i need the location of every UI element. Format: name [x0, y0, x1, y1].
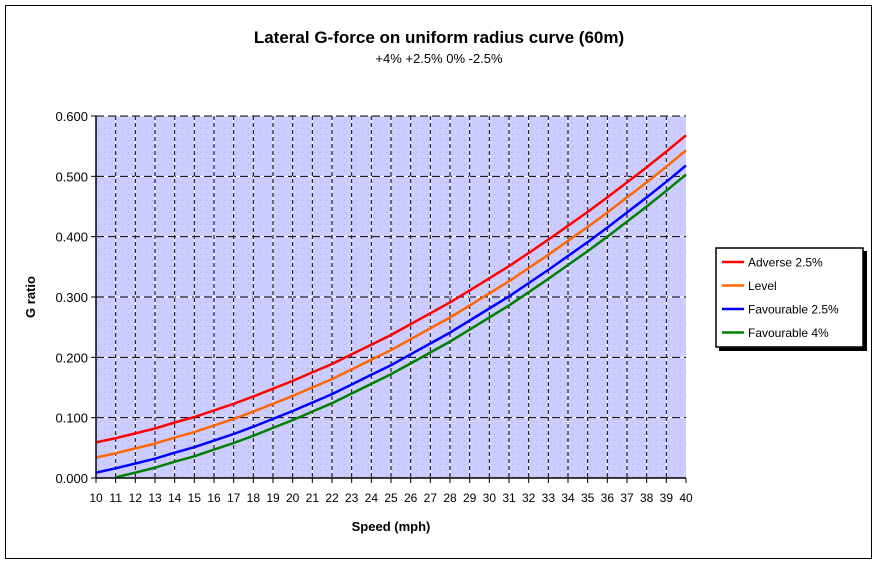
chart-subtitle: +4% +2.5% 0% -2.5%	[375, 51, 503, 66]
x-tick-label: 34	[561, 491, 575, 505]
x-tick-label: 40	[679, 491, 693, 505]
x-tick-label: 12	[129, 491, 143, 505]
x-tick-label: 39	[660, 491, 674, 505]
legend-label: Favourable 2.5%	[748, 303, 839, 317]
x-tick-label: 28	[443, 491, 457, 505]
legend-label: Adverse 2.5%	[748, 256, 823, 270]
x-tick-label: 31	[502, 491, 516, 505]
x-tick-label: 19	[266, 491, 280, 505]
x-tick-label: 38	[640, 491, 654, 505]
x-tick-label: 21	[306, 491, 320, 505]
series-line-2	[95, 164, 687, 474]
x-tick-label: 22	[325, 491, 339, 505]
x-tick-label: 20	[286, 491, 300, 505]
x-tick-label: 18	[247, 491, 261, 505]
y-tick-label: 0.000	[55, 471, 88, 486]
legend: Adverse 2.5% Level Favourable 2.5% Favourab…	[715, 247, 867, 351]
x-axis-label: Speed (mph)	[352, 519, 431, 534]
x-tick-label: 10	[89, 491, 103, 505]
y-tick-label: 0.500	[55, 169, 88, 184]
x-tick-label: 24	[365, 491, 379, 505]
y-axis-label: G ratio	[23, 276, 38, 318]
x-tick-label: 30	[483, 491, 497, 505]
x-tick-label: 15	[188, 491, 202, 505]
y-tick-label: 0.300	[55, 290, 88, 305]
x-tick-label: 23	[345, 491, 359, 505]
x-tick-label: 16	[207, 491, 221, 505]
legend-label: Favourable 4%	[748, 326, 829, 340]
x-tick-label: 13	[148, 491, 162, 505]
x-tick-label: 17	[227, 491, 241, 505]
x-tick-label: 32	[522, 491, 536, 505]
x-tick-label: 25	[384, 491, 398, 505]
x-tick-label: 11	[109, 491, 122, 505]
y-tick-label: 0.200	[55, 350, 88, 365]
x-tick-label: 37	[620, 491, 634, 505]
x-tick-label: 35	[581, 491, 595, 505]
series-line-0	[95, 134, 687, 444]
y-tick-label: 0.600	[55, 109, 88, 124]
x-tick-label: 36	[601, 491, 615, 505]
y-tick-label: 0.400	[55, 230, 88, 245]
x-tick-label: 14	[168, 491, 182, 505]
legend-label: Level	[748, 279, 777, 293]
series-line-3	[115, 173, 687, 479]
x-tick-label: 27	[424, 491, 438, 505]
x-tick-label: 29	[463, 491, 477, 505]
y-tick-label: 0.100	[55, 411, 88, 426]
x-tick-label: 26	[404, 491, 418, 505]
chart-title: Lateral G-force on uniform radius curve …	[254, 28, 624, 47]
x-tick-label: 33	[542, 491, 556, 505]
